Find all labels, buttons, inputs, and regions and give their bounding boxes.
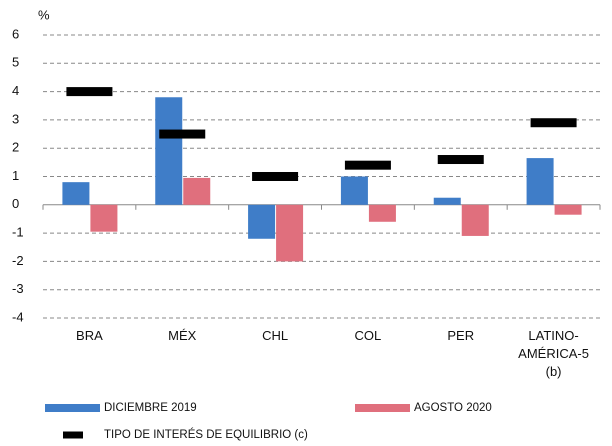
bar	[183, 177, 211, 205]
equilibrium-marker	[344, 160, 391, 170]
equilibrium-marker	[252, 172, 299, 181]
legend-label: TIPO DE INTERÉS DE EQUILIBRIO (c)	[104, 428, 308, 441]
bar	[90, 204, 118, 232]
bar	[248, 204, 276, 239]
legend-swatch	[355, 404, 410, 412]
bar	[276, 204, 304, 262]
x-tick-label: LATINO-AMÉRICA-5 (b)	[518, 328, 589, 379]
legend-swatch	[63, 431, 83, 439]
bar	[340, 176, 368, 205]
y-tick-label: -4	[12, 309, 24, 324]
y-tick-label: 6	[12, 26, 19, 41]
x-tick-label: CHL	[262, 328, 288, 343]
y-tick-label: -3	[12, 281, 24, 296]
x-tick-label: COL	[355, 328, 382, 343]
bar	[368, 204, 396, 222]
y-tick-label: 2	[12, 140, 19, 155]
bar	[155, 97, 183, 205]
legend-label: AGOSTO 2020	[414, 402, 492, 414]
x-tick-label: MÉX	[168, 328, 197, 343]
equilibrium-marker	[66, 87, 113, 97]
y-tick-label: -2	[12, 253, 24, 268]
x-tick-label: PER	[447, 328, 474, 343]
x-tick-label: BRA	[76, 328, 103, 343]
legend-swatch	[45, 404, 100, 412]
y-tick-label: 1	[12, 168, 19, 183]
bar	[433, 197, 461, 205]
y-tick-label: 0	[12, 196, 19, 211]
y-axis-label: %	[38, 7, 50, 22]
bar	[461, 204, 489, 236]
equilibrium-marker	[437, 155, 484, 165]
legend-label: DICIEMBRE 2019	[104, 402, 197, 414]
bar	[62, 182, 90, 205]
bar	[526, 158, 554, 205]
y-tick-label: 4	[12, 83, 19, 98]
y-tick-label: 3	[12, 111, 19, 126]
y-tick-label: -1	[12, 225, 24, 240]
y-tick-label: 5	[12, 55, 19, 70]
equilibrium-marker	[159, 129, 206, 139]
equilibrium-marker	[530, 118, 577, 128]
bar	[554, 204, 582, 215]
